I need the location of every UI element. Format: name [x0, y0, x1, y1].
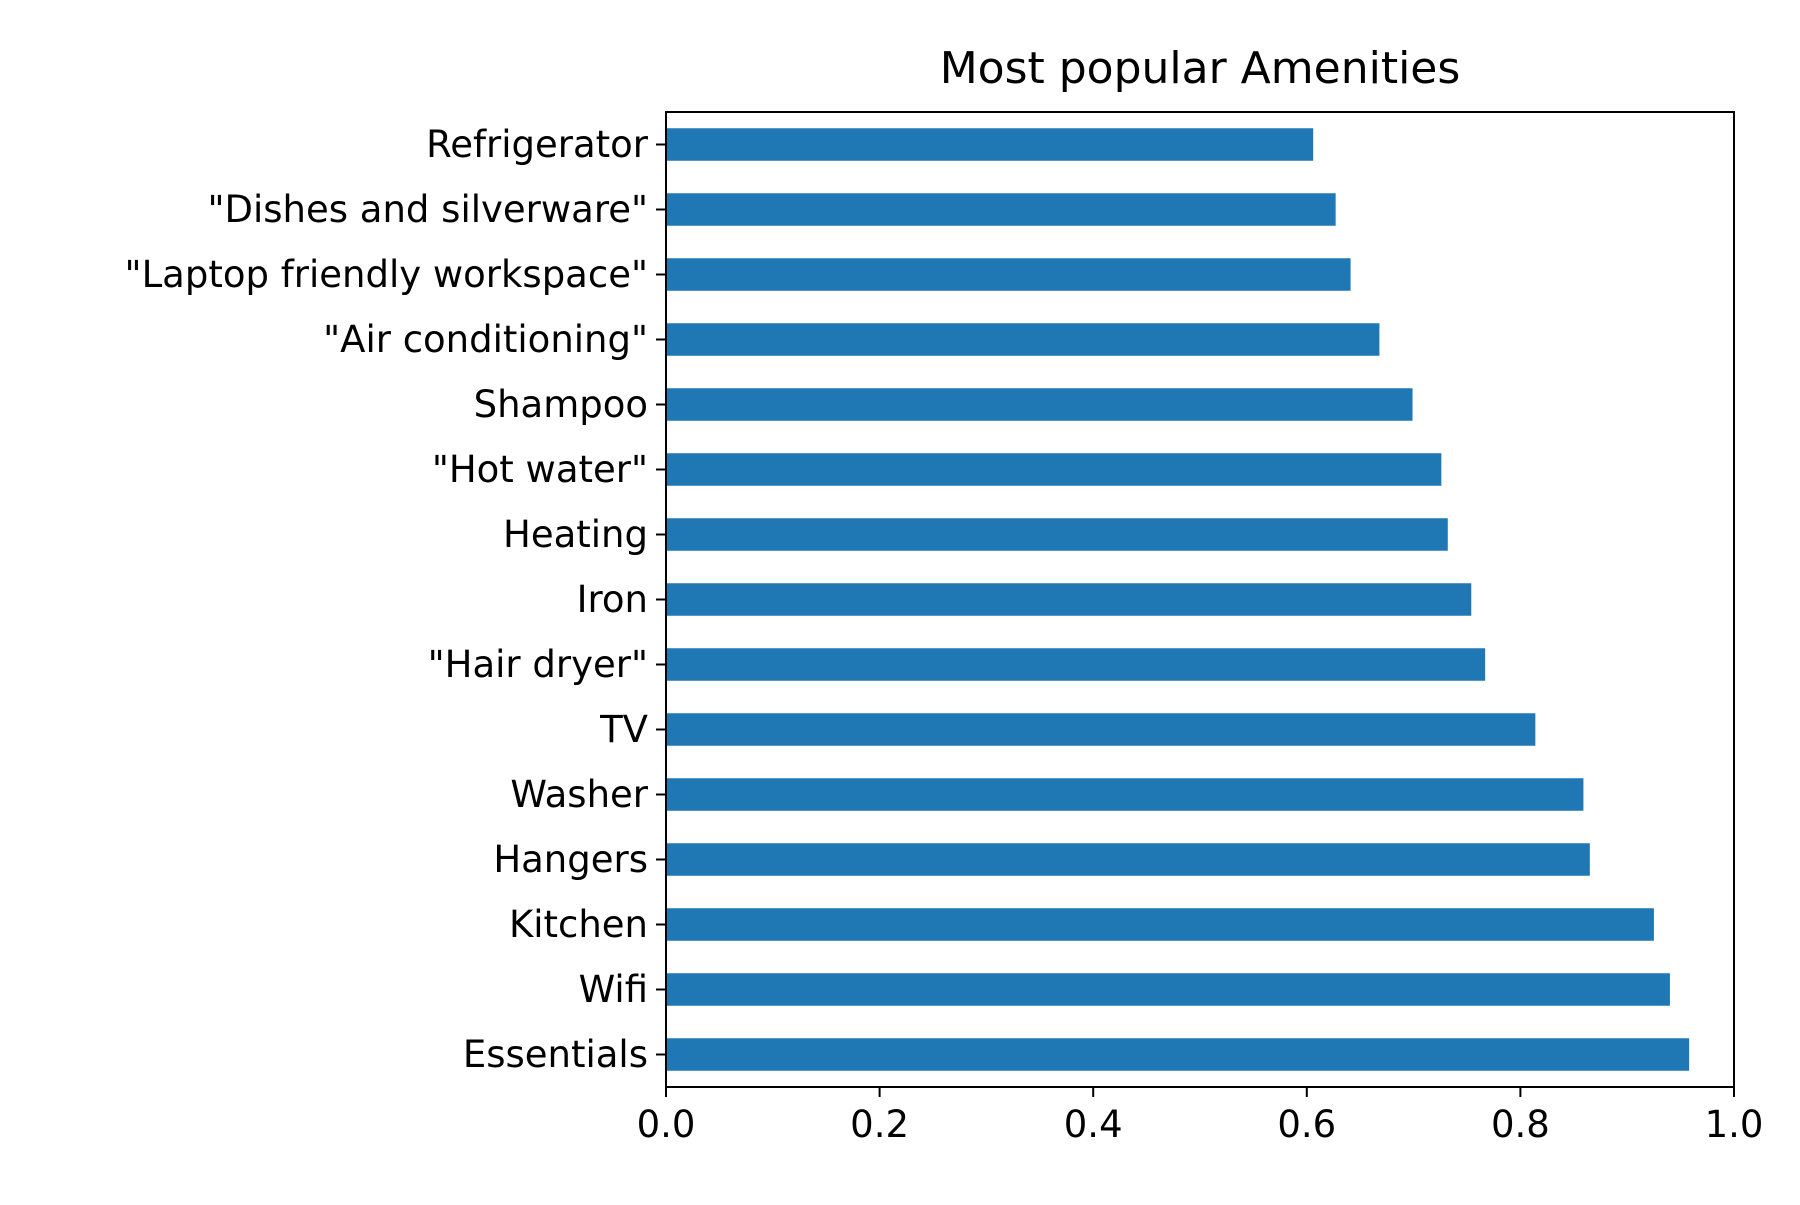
x-tick-label: 0.4: [1064, 1103, 1123, 1146]
x-tick-label: 0.2: [850, 1103, 909, 1146]
bar: [666, 973, 1670, 1006]
y-tick-label: Shampoo: [474, 383, 648, 426]
bar: [666, 713, 1536, 746]
y-axis: Essentials Wifi Kitchen Hangers Washer TV "Hai…: [125, 123, 666, 1076]
y-tick-label: Hangers: [493, 838, 648, 881]
y-tick-label: Heating: [503, 513, 648, 556]
bar: [666, 258, 1351, 291]
bar: [666, 388, 1413, 421]
y-tick-label: "Hair dryer": [428, 643, 648, 686]
y-tick-label: "Hot water": [432, 448, 648, 491]
x-tick-label: 0.8: [1491, 1103, 1550, 1146]
x-tick-label: 0.6: [1277, 1103, 1336, 1146]
y-tick-label: Wifi: [579, 968, 648, 1011]
x-tick-label: 0.0: [637, 1103, 696, 1146]
bar: [666, 453, 1442, 486]
chart-title: Most popular Amenities: [940, 43, 1461, 94]
x-tick-label: 1.0: [1705, 1103, 1764, 1146]
bar: [666, 583, 1472, 616]
bar: [666, 193, 1336, 226]
y-tick-label: Iron: [577, 578, 648, 621]
bar: [666, 843, 1590, 876]
bar: [666, 1038, 1690, 1071]
x-axis: 0.0 0.2 0.4 0.6 0.8 1.0: [637, 1087, 1764, 1146]
bars-group: [666, 128, 1690, 1071]
bar: [666, 323, 1380, 356]
y-tick-label: Refrigerator: [426, 123, 649, 166]
bar: [666, 518, 1448, 551]
plot-frame: [665, 111, 1735, 1088]
y-tick-label: "Dishes and silverware": [207, 188, 648, 231]
bar: [666, 128, 1314, 161]
y-tick-label: TV: [599, 708, 648, 751]
y-tick-label: Kitchen: [509, 903, 648, 946]
bar: [666, 778, 1584, 811]
y-tick-label: Washer: [510, 773, 648, 816]
bar: [666, 648, 1486, 681]
bar: [666, 908, 1654, 941]
y-tick-label: Essentials: [463, 1033, 648, 1076]
y-tick-label: "Laptop friendly workspace": [125, 253, 648, 296]
y-tick-label: "Air conditioning": [323, 318, 648, 361]
